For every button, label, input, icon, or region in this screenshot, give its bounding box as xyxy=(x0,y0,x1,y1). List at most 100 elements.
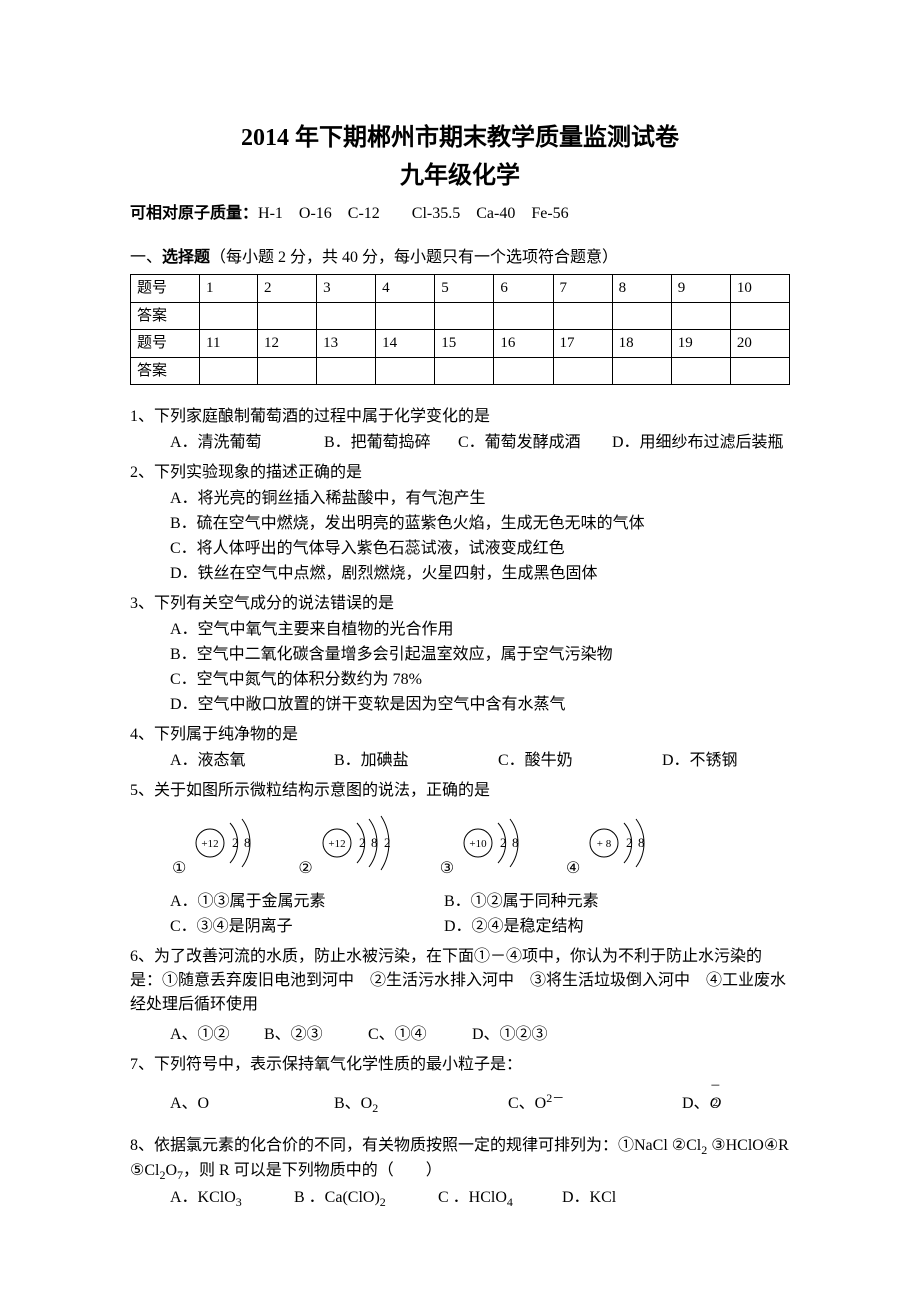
q4-a: A．液态氧 xyxy=(170,749,330,773)
section1-prefix: 一、 xyxy=(130,249,162,266)
atom-diagram-1: ① +12 2 8 xyxy=(172,813,270,881)
atom-diagram-3: ③ +10 2 8 xyxy=(440,813,538,881)
svg-text:+10: +10 xyxy=(469,838,487,850)
q6-c: C、①④ xyxy=(368,1023,468,1047)
q2-d: D．铁丝在空气中点燃，剧烈燃烧，火星四射，生成黑色固体 xyxy=(170,562,790,586)
svg-text:8: 8 xyxy=(638,835,645,850)
svg-text:8: 8 xyxy=(244,835,251,850)
grid-cell: 20 xyxy=(730,330,789,358)
svg-text:2: 2 xyxy=(359,835,366,850)
q2-options: A．将光亮的铜丝插入稀盐酸中，有气泡产生 B．硫在空气中燃烧，发出明亮的蓝紫色火… xyxy=(130,487,790,586)
section1-suffix: （每小题 2 分，共 40 分，每小题只有一个选项符合题意） xyxy=(210,249,618,266)
grid-label: 题号 xyxy=(131,275,200,303)
q6-d: D、①②③ xyxy=(472,1023,548,1047)
q1-a: A．清洗葡萄 xyxy=(170,431,320,455)
grid-cell: 14 xyxy=(376,330,435,358)
q3-c: C．空气中氮气的体积分数约为 78% xyxy=(170,668,790,692)
q6-options: A、①② B、②③ C、①④ D、①②③ xyxy=(130,1023,790,1047)
section1-bold: 选择题 xyxy=(162,249,210,266)
atom-svg-icon: +12 2 8 xyxy=(190,813,270,873)
q1-stem: 1、下列家庭酿制葡萄酒的过程中属于化学变化的是 xyxy=(130,405,790,429)
grid-cell: 19 xyxy=(671,330,730,358)
q1-b: B．把葡萄捣碎 xyxy=(324,431,454,455)
q8-options: A．KClO3 B ．Ca(ClO)2 C ．HClO4 D．KCl xyxy=(130,1186,790,1211)
grid-cell: 4 xyxy=(376,275,435,303)
atom-svg-icon: +12 2 8 2 xyxy=(317,813,412,873)
q2-stem: 2、下列实验现象的描述正确的是 xyxy=(130,461,790,485)
atom-diagram-4: ④ + 8 2 8 xyxy=(566,813,664,881)
q8-b: B ．Ca(ClO)2 xyxy=(294,1186,434,1211)
q3-options: A．空气中氧气主要来自植物的光合作用 B．空气中二氧化碳含量增多会引起温室效应，… xyxy=(130,618,790,717)
q8-stem: 8、依据氯元素的化合价的不同，有关物质按照一定的规律可排列为：①NaCl ②Cl… xyxy=(130,1134,790,1184)
q5-stem: 5、关于如图所示微粒结构示意图的说法，正确的是 xyxy=(130,779,790,803)
atomic-mass-values: H-1 O-16 C-12 Cl-35.5 Ca-40 Fe-56 xyxy=(258,205,569,222)
q6-a: A、①② xyxy=(170,1023,260,1047)
grid-label: 题号 xyxy=(131,330,200,358)
q3-d: D．空气中敞口放置的饼干变软是因为空气中含有水蒸气 xyxy=(170,693,790,717)
svg-text:2: 2 xyxy=(232,835,239,850)
grid-cell: 5 xyxy=(435,275,494,303)
q4-stem: 4、下列属于纯净物的是 xyxy=(130,723,790,747)
grid-cell: 9 xyxy=(671,275,730,303)
q6-b: B、②③ xyxy=(264,1023,364,1047)
q3-b: B．空气中二氧化碳含量增多会引起温室效应，属于空气污染物 xyxy=(170,643,790,667)
q5-c: C．③④是阴离子 xyxy=(170,915,440,939)
q2-c: C．将人体呼出的气体导入紫色石蕊试液，试液变成红色 xyxy=(170,537,790,561)
diagram-label: ④ xyxy=(566,860,580,877)
answer-grid: 题号 1 2 3 4 5 6 7 8 9 10 答案 题号 11 12 13 1… xyxy=(130,274,790,385)
atom-diagram-2: ② +12 2 8 2 xyxy=(298,813,411,881)
q7-a: A、O xyxy=(170,1092,330,1116)
q1-c: C．葡萄发酵成酒 xyxy=(458,431,608,455)
q7-c: C、O2－ xyxy=(508,1089,678,1116)
q5-d: D．②④是稳定结构 xyxy=(444,918,584,935)
grid-cell: 12 xyxy=(257,330,316,358)
q5-diagrams: ① +12 2 8 ② +12 2 8 2 ③ +10 2 xyxy=(130,805,790,889)
grid-cell: 15 xyxy=(435,330,494,358)
q7-b: B、O2 xyxy=(334,1092,504,1117)
q7-d: D、－2O xyxy=(682,1092,721,1116)
grid-cell: 1 xyxy=(200,275,258,303)
grid-cell: 2 xyxy=(257,275,316,303)
grid-cell: 11 xyxy=(200,330,258,358)
q3-a: A．空气中氧气主要来自植物的光合作用 xyxy=(170,618,790,642)
grid-row-nums-1: 题号 1 2 3 4 5 6 7 8 9 10 xyxy=(131,275,790,303)
q7-options: A、O B、O2 C、O2－ D、－2O xyxy=(130,1089,790,1118)
grid-label: 答案 xyxy=(131,357,200,385)
grid-cell: 7 xyxy=(553,275,612,303)
q5-b: B．①②属于同种元素 xyxy=(444,893,599,910)
diagram-label: ① xyxy=(172,860,186,877)
svg-text:8: 8 xyxy=(371,835,378,850)
page-subtitle: 九年级化学 xyxy=(130,158,790,194)
svg-text:2: 2 xyxy=(500,835,507,850)
atom-svg-icon: +10 2 8 xyxy=(458,813,538,873)
q5-a: A．①③属于金属元素 xyxy=(170,890,440,914)
q8-a: A．KClO3 xyxy=(170,1186,290,1211)
page-title: 2014 年下期郴州市期末教学质量监测试卷 xyxy=(130,120,790,156)
q4-options: A．液态氧 B．加碘盐 C．酸牛奶 D．不锈钢 xyxy=(130,749,790,773)
atomic-mass-line: 可相对原子质量：H-1 O-16 C-12 Cl-35.5 Ca-40 Fe-5… xyxy=(130,202,790,226)
q6-stem: 6、为了改善河流的水质，防止水被污染，在下面①－④项中，你认为不利于防止水污染的… xyxy=(130,945,790,1017)
q2-a: A．将光亮的铜丝插入稀盐酸中，有气泡产生 xyxy=(170,487,790,511)
grid-label: 答案 xyxy=(131,302,200,330)
q4-b: B．加碘盐 xyxy=(334,749,494,773)
grid-cell: 3 xyxy=(317,275,376,303)
svg-text:2: 2 xyxy=(626,835,633,850)
grid-row-ans-1: 答案 xyxy=(131,302,790,330)
svg-text:+12: +12 xyxy=(202,838,219,850)
svg-text:2: 2 xyxy=(384,835,391,850)
grid-cell: 18 xyxy=(612,330,671,358)
atom-svg-icon: + 8 2 8 xyxy=(584,813,664,873)
q4-c: C．酸牛奶 xyxy=(498,749,658,773)
grid-row-ans-2: 答案 xyxy=(131,357,790,385)
q2-b: B．硫在空气中燃烧，发出明亮的蓝紫色火焰，生成无色无味的气体 xyxy=(170,512,790,536)
grid-row-nums-2: 题号 11 12 13 14 15 16 17 18 19 20 xyxy=(131,330,790,358)
q8-c: C ．HClO4 xyxy=(438,1186,558,1211)
atomic-mass-label: 可相对原子质量： xyxy=(130,205,258,222)
q7-stem: 7、下列符号中，表示保持氧气化学性质的最小粒子是： xyxy=(130,1053,790,1077)
q1-options: A．清洗葡萄 B．把葡萄捣碎 C．葡萄发酵成酒 D．用细纱布过滤后装瓶 xyxy=(130,431,790,455)
q4-d: D．不锈钢 xyxy=(662,749,738,773)
q1-d: D．用细纱布过滤后装瓶 xyxy=(612,431,784,455)
grid-cell: 8 xyxy=(612,275,671,303)
diagram-label: ② xyxy=(298,860,312,877)
q5-options: A．①③属于金属元素 B．①②属于同种元素 C．③④是阴离子 D．②④是稳定结构 xyxy=(130,890,790,939)
